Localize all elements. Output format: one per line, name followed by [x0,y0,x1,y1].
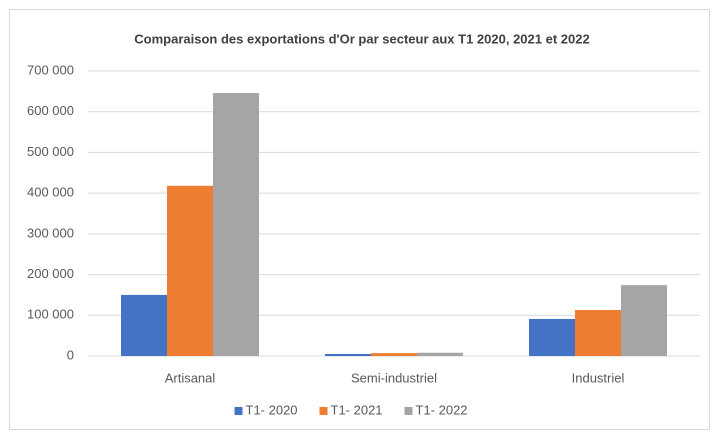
y-tick-label: 100 000 [27,307,74,322]
bar [213,92,259,356]
legend-swatch [319,407,328,415]
y-tick-label: 700 000 [27,62,74,77]
x-tick-label: Industriel [572,370,625,385]
bar [325,353,371,356]
chart-title: Comparaison des exportations d'Or par se… [134,31,589,46]
y-tick-label: 0 [67,347,74,362]
chart-frame [9,9,710,430]
bar [371,353,417,356]
bar [621,285,667,356]
bar [575,309,621,356]
bar [529,318,575,356]
legend-swatch [234,407,243,415]
y-tick-label: 600 000 [27,103,74,118]
bar [417,352,463,356]
legend-label: T1- 2021 [331,402,383,417]
x-tick-label: Artisanal [165,370,216,385]
bar [121,294,167,356]
legend-label: T1- 2022 [416,402,468,417]
y-tick-label: 200 000 [27,266,74,281]
y-tick-label: 400 000 [27,185,74,200]
y-tick-label: 500 000 [27,144,74,159]
x-tick-label: Semi-industriel [351,370,437,385]
legend-label: T1- 2020 [246,402,298,417]
legend-swatch [404,407,413,415]
bar [167,185,213,356]
y-tick-label: 300 000 [27,225,74,240]
